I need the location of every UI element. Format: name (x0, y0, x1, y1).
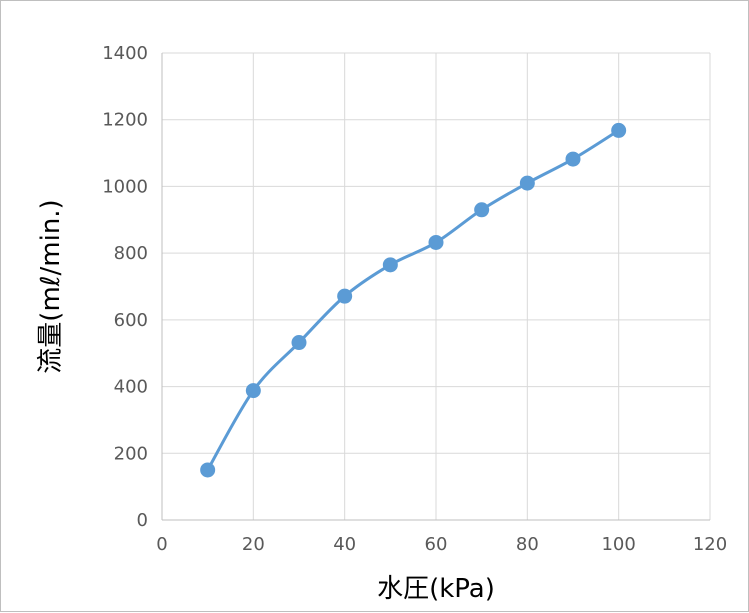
data-point (337, 288, 353, 304)
data-point (565, 151, 581, 167)
y-axis-title: 流量(mℓ/min.) (36, 199, 66, 373)
data-point (291, 335, 307, 351)
x-axis-title: 水圧(kPa) (377, 574, 495, 604)
grid (161, 52, 711, 521)
data-point (611, 122, 627, 138)
y-tick-labels: 0 200 400 600 800 1000 1200 1400 (102, 43, 148, 531)
y-tick-label: 600 (114, 310, 148, 331)
x-tick-label: 0 (156, 534, 167, 555)
y-tick-label: 1200 (102, 110, 148, 131)
data-point (382, 257, 398, 273)
x-tick-label: 40 (333, 534, 356, 555)
data-point (519, 175, 535, 191)
data-point (474, 202, 490, 218)
data-point (200, 462, 216, 478)
data-point (428, 234, 444, 250)
y-tick-label: 1000 (102, 176, 148, 197)
x-tick-label: 20 (242, 534, 265, 555)
x-tick-label: 60 (425, 534, 448, 555)
y-tick-label: 400 (114, 377, 148, 398)
axes (161, 53, 710, 521)
data-point (245, 383, 261, 399)
x-tick-label: 100 (601, 534, 635, 555)
y-tick-label: 200 (114, 443, 148, 464)
y-tick-label: 800 (114, 243, 148, 264)
series-markers (200, 122, 627, 478)
x-tick-label: 120 (693, 534, 727, 555)
x-tick-label: 80 (516, 534, 539, 555)
x-tick-labels: 0 20 40 60 80 100 120 (156, 534, 727, 555)
series-line (206, 129, 620, 471)
y-tick-label: 1400 (102, 43, 148, 64)
y-tick-label: 0 (137, 510, 148, 531)
